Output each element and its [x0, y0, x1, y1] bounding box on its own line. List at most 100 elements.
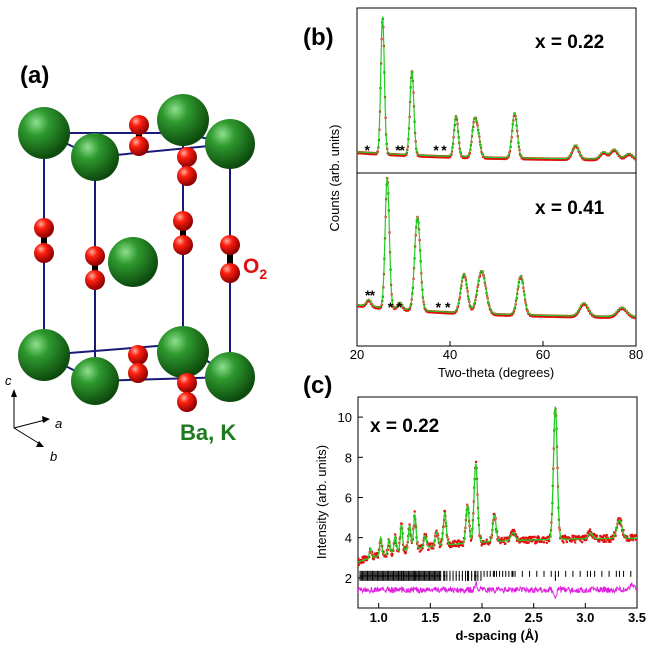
ba-k-atom — [205, 352, 255, 402]
obs-point — [622, 529, 625, 532]
o2-label: O2 — [243, 255, 267, 282]
obs-point — [535, 541, 538, 544]
obs-point — [542, 541, 546, 544]
obs-point — [504, 542, 507, 545]
oxygen-atom — [177, 392, 197, 412]
obs-point — [513, 530, 516, 533]
obs-point — [451, 540, 454, 543]
obs-point — [508, 539, 511, 542]
ba-k-atom — [71, 357, 119, 405]
obs-point — [435, 529, 438, 532]
obs-point — [432, 547, 435, 550]
oxygen-atom — [129, 115, 149, 135]
obs-point — [460, 540, 463, 543]
npd-xtick-label: 3.0 — [576, 610, 594, 625]
obs-point — [612, 538, 615, 541]
panel-a-label: (a) — [20, 62, 49, 89]
obs-point — [390, 554, 393, 557]
obs-point — [635, 538, 637, 541]
oxygen-atom — [220, 263, 240, 283]
obs-point — [545, 541, 548, 544]
xrd-panel: (b) * ** * ** ** * * * x = 0.22 x = 0.41 Counts… — [303, 7, 643, 380]
obs-point — [515, 534, 518, 537]
oxygen-atom — [177, 166, 197, 186]
obs-point — [514, 533, 517, 536]
obs-point — [634, 316, 636, 320]
obs-point — [512, 528, 515, 531]
obs-point — [591, 536, 594, 539]
obs-point — [609, 152, 612, 156]
obs-point — [570, 539, 573, 542]
obs-point — [458, 540, 461, 543]
obs-point — [529, 539, 532, 542]
obs-point — [593, 537, 596, 540]
a-axis-arrow — [13, 419, 46, 429]
calc-line — [357, 15, 636, 160]
impurity-marker: * — [436, 299, 442, 315]
obs-point — [455, 310, 458, 313]
obs-point — [530, 538, 533, 541]
obs-point — [600, 535, 603, 538]
obs-point — [403, 550, 406, 553]
npd-ytick-label: 10 — [338, 410, 352, 425]
obs-point — [451, 544, 454, 547]
obs-point — [578, 536, 581, 539]
ba-k-atom — [205, 119, 255, 169]
obs-point — [563, 534, 566, 537]
obs-point — [424, 533, 427, 536]
obs-point — [575, 313, 579, 316]
b-axis-label: b — [50, 449, 57, 464]
obs-point — [396, 304, 399, 307]
obs-point — [431, 542, 434, 545]
obs-point — [604, 540, 607, 543]
obs-point — [579, 539, 582, 542]
obs-point — [358, 557, 360, 560]
obs-point — [569, 155, 572, 158]
xrd-xlabel: Two-theta (degrees) — [438, 365, 554, 380]
axes-triad: c a b — [5, 373, 62, 464]
obs-point — [475, 460, 478, 463]
calc-line — [358, 406, 637, 563]
obs-point — [597, 156, 600, 160]
obs-point — [572, 536, 575, 540]
obs-point — [455, 545, 458, 548]
obs-point — [588, 533, 591, 536]
obs-point — [430, 546, 433, 549]
obs-point — [418, 550, 421, 553]
xrd-bottom-label: x = 0.41 — [535, 198, 605, 219]
obs-point — [418, 545, 421, 548]
obs-point — [400, 522, 403, 525]
obs-point — [580, 304, 584, 307]
obs-point — [577, 535, 580, 538]
obs-point — [537, 536, 540, 539]
obs-point — [518, 541, 521, 544]
oxygen-atom — [129, 136, 149, 156]
npd-xtick-label: 3.5 — [628, 610, 646, 625]
obs-point — [617, 309, 620, 312]
impurity-marker: * — [370, 287, 376, 303]
obs-point — [403, 546, 407, 549]
obs-point — [619, 517, 622, 520]
oxygen-atom — [177, 147, 197, 167]
obs-point — [630, 533, 633, 536]
obs-point — [524, 536, 527, 539]
obs-point — [443, 510, 447, 513]
obs-point — [523, 541, 526, 544]
obs-point — [605, 536, 608, 539]
npd-label: x = 0.22 — [370, 416, 439, 437]
xrd-top-label: x = 0.22 — [535, 32, 604, 53]
obs-point — [531, 535, 534, 539]
npd-ylabel: Intensity (arb. units) — [314, 445, 329, 559]
obs-point — [405, 153, 408, 156]
obs-point — [546, 535, 549, 538]
obs-point — [579, 307, 582, 310]
obs-point — [586, 532, 589, 535]
obs-point — [493, 512, 496, 515]
atoms — [18, 94, 255, 412]
obs-point — [448, 544, 451, 547]
difference-line — [358, 580, 637, 600]
obs-point — [452, 542, 455, 545]
obs-point — [489, 540, 492, 543]
